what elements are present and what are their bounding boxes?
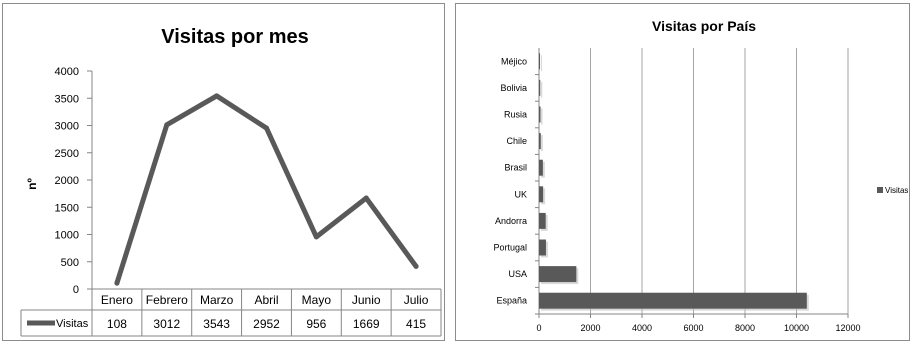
bar-españa [539,292,807,309]
data-point [413,263,419,269]
x-tick-label: 0 [536,323,541,333]
bar-chart-svg: Visitas por País 0 2000 4000 6000 8000 10000 12… [493,18,908,333]
bar-shadow [541,81,543,98]
series-line-visitas [114,93,419,286]
y-tick-label: 1000 [55,230,79,242]
x-tick-label: 8000 [735,323,755,333]
line-chart-visitas-por-mes: Visitas por mes nº 0 500 1000 1500 2000 2500 300… [2,3,445,341]
x-tick-label: 6000 [683,323,703,333]
y-tick-label: 4000 [55,66,79,78]
bar-shadow [541,108,543,125]
bar-shadow [541,161,545,178]
legend-label: Visitas [885,186,908,195]
data-point [214,93,220,99]
x-tick-label: 12000 [835,323,860,333]
x-tick-label: 10000 [784,323,809,333]
y-tick-label: 2000 [55,175,79,187]
bar-méjico [539,53,541,70]
bar-andorra [539,212,546,229]
y-category-label: Méjico [501,56,527,66]
table-value: 1669 [353,317,380,331]
x-category-label: Febrero [146,293,188,307]
y-category-label: UK [514,189,527,199]
chart-title: Visitas por mes [161,26,308,48]
bar-bolivia [539,79,541,96]
table-value: 956 [306,317,326,331]
bar-shadow [541,135,543,152]
table-value: 3012 [153,317,180,331]
table-value: 108 [107,317,127,331]
x-category-label: Abril [254,293,278,307]
line-chart-svg: Visitas por mes nº 0 500 1000 1500 2000 2500 300… [20,26,442,337]
y-category-label: España [496,296,527,306]
data-point [313,234,319,240]
table-value: 415 [406,317,426,331]
bar-uk [539,186,544,203]
bar-chart-visitas-por-pais: Visitas por País 0 2000 4000 6000 8000 10000 12… [455,3,910,341]
y-category-label: Andorra [495,216,527,226]
y-tick-label: 500 [61,257,79,269]
y-tick-label: 0 [73,284,79,296]
bar-shadow [541,55,543,72]
x-tick-label: 2000 [580,323,600,333]
data-point [114,280,120,286]
x-category-label: Mayo [302,293,332,307]
y-category-label: Chile [506,136,527,146]
y-axis-label: nº [25,178,39,190]
y-category-label: Bolivia [500,83,527,93]
table-value: 2952 [253,317,280,331]
x-category-label: Enero [101,293,133,307]
x-tick-label: 4000 [632,323,652,333]
x-category-label: Junio [352,293,381,307]
y-tick-label: 3000 [55,121,79,133]
bar-rusia [539,106,541,123]
bar-brasil [539,159,543,176]
bar-chile [539,133,541,150]
data-point [264,125,269,131]
bar-portugal [539,239,546,256]
y-category-label: Portugal [493,243,527,253]
y-tick-label: 1500 [55,202,79,214]
legend-series-name: Visitas [56,318,89,330]
legend-swatch [877,187,883,193]
chart-title: Visitas por País [652,18,756,34]
y-category-label: USA [508,269,527,279]
data-point [363,195,369,201]
x-category-label: Marzo [200,293,234,307]
x-category-label: Julio [404,293,429,307]
bar-usa [539,266,577,283]
y-tick-label: 3500 [55,93,79,105]
y-category-label: Rusia [504,110,527,120]
y-category-label: Brasil [504,163,527,173]
data-point [164,122,170,128]
table-value: 3543 [203,317,230,331]
y-tick-label: 2500 [55,148,79,160]
